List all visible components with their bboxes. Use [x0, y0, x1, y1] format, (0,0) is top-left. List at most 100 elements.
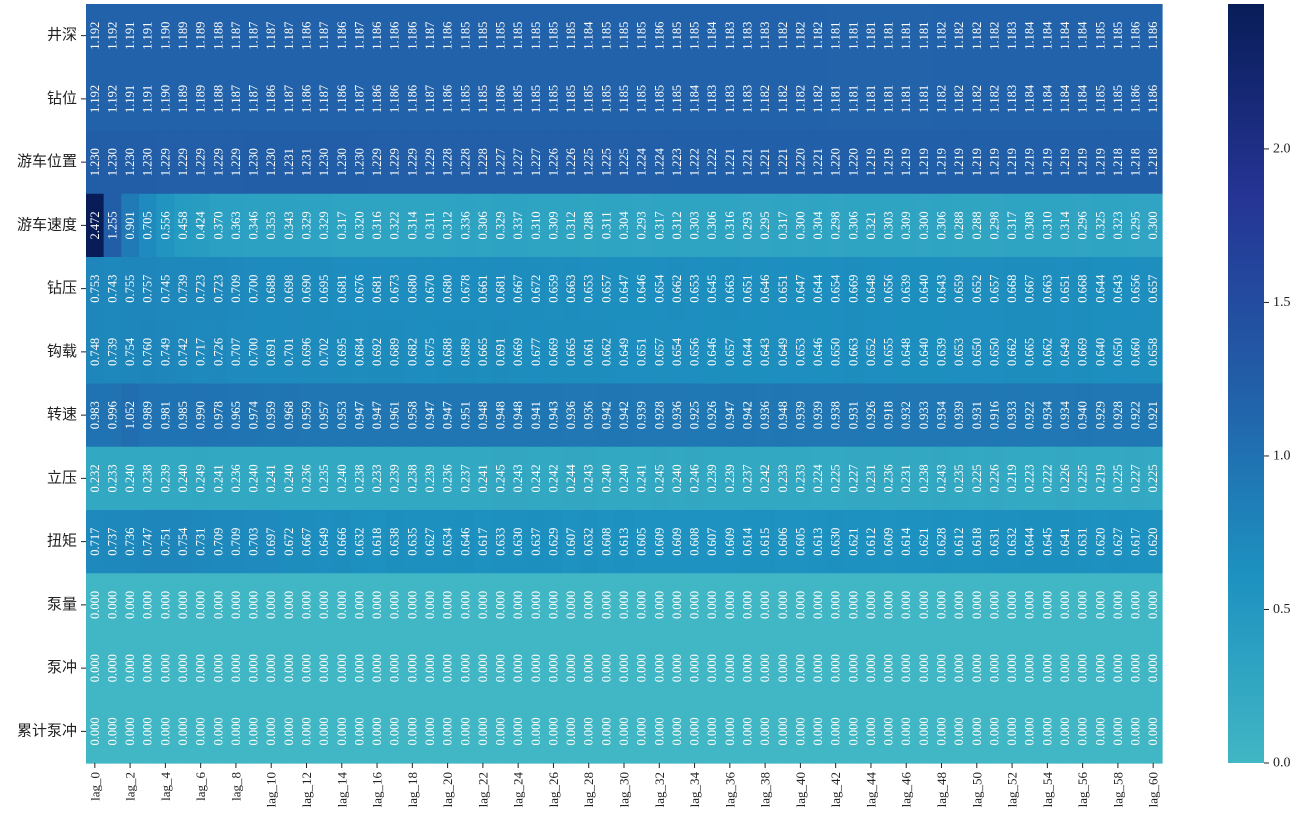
- heatmap-cell: [121, 130, 140, 195]
- heatmap-cell: [262, 510, 281, 574]
- cell-value-label: 0.000: [229, 591, 243, 619]
- cell-value-label: 0.233: [370, 464, 384, 492]
- cell-value-label: 0.000: [846, 654, 860, 682]
- heatmap-cell: [121, 257, 140, 321]
- cell-value-label: 0.000: [476, 654, 490, 682]
- heatmap-cell: [985, 130, 1004, 195]
- cell-value-label: 1.185: [564, 85, 578, 113]
- cell-value-label: 1.185: [599, 85, 613, 113]
- heatmap-cell: [1038, 257, 1057, 321]
- heatmap-cell: [474, 699, 493, 764]
- heatmap-cell: [721, 573, 740, 638]
- heatmap-cell: [826, 699, 846, 764]
- heatmap-cell: [191, 636, 211, 701]
- cell-value-label: 0.000: [882, 717, 896, 745]
- heatmap-cell: [368, 510, 387, 574]
- cell-value-label: 0.000: [529, 717, 543, 745]
- cell-value-label: 0.000: [494, 591, 508, 619]
- cell-value-label: 0.236: [441, 464, 455, 492]
- heatmap-cell: [685, 573, 704, 638]
- cell-value-label: 1.186: [335, 22, 349, 50]
- heatmap-cell: [791, 383, 810, 448]
- cell-value-label: 0.939: [811, 401, 825, 429]
- heatmap-cell: [262, 4, 281, 68]
- heatmap-cell: [915, 320, 934, 385]
- cell-value-label: 1.187: [282, 22, 296, 50]
- heatmap-cell: [844, 67, 863, 132]
- heatmap-cell: [1056, 383, 1075, 448]
- heatmap-cell: [209, 510, 228, 574]
- cell-value-label: 0.723: [194, 275, 208, 303]
- cell-value-label: 1.187: [317, 85, 331, 113]
- cell-value-label: 0.651: [776, 275, 790, 303]
- cell-value-label: 0.000: [829, 654, 843, 682]
- cell-value-label: 1.186: [1146, 85, 1160, 113]
- cell-value-label: 1.181: [846, 85, 860, 113]
- cell-value-label: 1.183: [705, 85, 719, 113]
- heatmap-cell: [844, 510, 863, 574]
- heatmap-cell: [491, 510, 510, 574]
- heatmap-cell: [1073, 193, 1093, 258]
- heatmap-cell: [1038, 699, 1057, 764]
- cell-value-label: 0.000: [370, 717, 384, 745]
- heatmap-cell: [421, 193, 440, 258]
- cell-value-label: 0.605: [635, 528, 649, 556]
- cell-value-label: 1.229: [229, 148, 243, 176]
- heatmap-cell: [121, 67, 140, 132]
- heatmap-cell: [191, 193, 211, 258]
- heatmap-cell: [950, 510, 969, 574]
- heatmap-cell: [932, 636, 951, 701]
- heatmap-cell: [456, 573, 475, 638]
- heatmap-cell: [315, 510, 334, 574]
- cell-value-label: 0.000: [1023, 654, 1037, 682]
- cell-value-label: 0.747: [141, 528, 155, 556]
- heatmap-cell: [809, 699, 828, 764]
- heatmap-cell: [509, 636, 528, 701]
- cell-value-label: 1.185: [511, 85, 525, 113]
- heatmap-cell: [791, 67, 810, 132]
- heatmap-cell: [967, 446, 987, 511]
- cell-value-label: 1.185: [1111, 85, 1125, 113]
- cell-value-label: 0.901: [123, 211, 137, 239]
- heatmap-cell: [809, 4, 828, 68]
- heatmap-cell: [1109, 699, 1128, 764]
- heatmap-cell: [174, 257, 193, 321]
- colorbar-tick-label: 0.5: [1273, 602, 1291, 617]
- cell-value-label: 0.317: [1005, 211, 1019, 239]
- heatmap-cell: [1144, 636, 1163, 701]
- cell-value-label: 0.000: [423, 717, 437, 745]
- heatmap-cell: [844, 699, 863, 764]
- heatmap-cell: [579, 636, 599, 701]
- row-label: 泵冲: [47, 659, 77, 676]
- cell-value-label: 0.643: [1111, 275, 1125, 303]
- heatmap-cell: [191, 320, 211, 385]
- heatmap-cell: [897, 573, 916, 638]
- heatmap-cell: [1056, 699, 1075, 764]
- heatmap-cell: [1073, 130, 1093, 195]
- cell-value-label: 0.736: [123, 528, 137, 556]
- cell-value-label: 0.225: [970, 464, 984, 492]
- heatmap-cell: [844, 446, 863, 511]
- cell-value-label: 0.649: [317, 528, 331, 556]
- heatmap-cell: [809, 446, 828, 511]
- cell-value-label: 0.000: [1146, 591, 1160, 619]
- row-label: 立压: [47, 469, 77, 486]
- cell-value-label: 1.223: [670, 148, 684, 176]
- cell-value-label: 1.192: [105, 22, 119, 50]
- heatmap-cell: [121, 699, 140, 764]
- heatmap-cell: [915, 193, 934, 258]
- cell-value-label: 0.000: [352, 591, 366, 619]
- heatmap-cell: [297, 193, 316, 258]
- heatmap-cell: [156, 320, 175, 385]
- cell-value-label: 1.187: [229, 22, 243, 50]
- heatmap-cell: [615, 383, 634, 448]
- heatmap-cell: [315, 130, 334, 195]
- cell-value-label: 1.182: [987, 85, 1001, 113]
- heatmap-cell: [209, 636, 228, 701]
- cell-value-label: 0.978: [211, 401, 225, 429]
- cell-value-label: 0.681: [494, 275, 508, 303]
- heatmap-cell: [1109, 446, 1128, 511]
- cell-value-label: 0.231: [864, 464, 878, 492]
- cell-value-label: 0.723: [211, 275, 225, 303]
- cell-value-label: 0.000: [1146, 717, 1160, 745]
